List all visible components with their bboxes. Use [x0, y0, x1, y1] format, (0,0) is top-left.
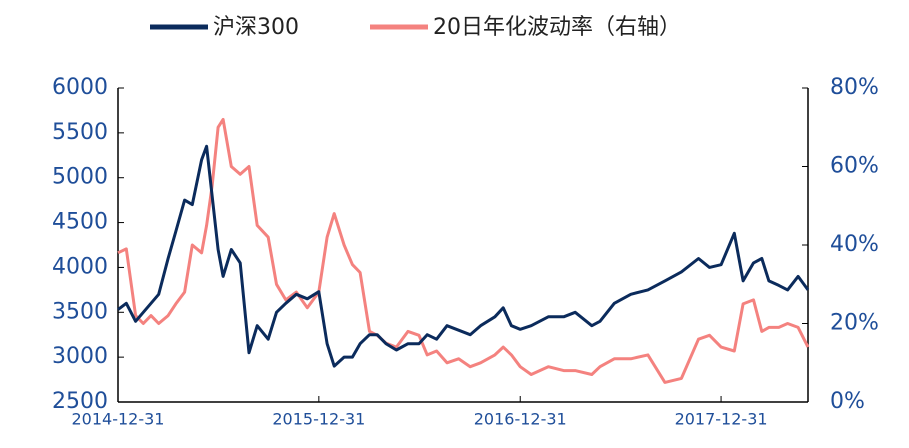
x-tick-label: 2015-12-31	[272, 410, 365, 429]
y-tick-label: 3000	[52, 344, 108, 369]
x-tick-label: 2016-12-31	[474, 410, 567, 429]
y-tick-label: 6000	[52, 75, 108, 100]
y-tick-label: 3500	[52, 299, 108, 324]
y-tick-label: 5000	[52, 165, 108, 190]
y-tick-label: 5500	[52, 120, 108, 145]
legend-label: 沪深300	[213, 15, 299, 40]
series-line	[117, 144, 810, 368]
y-tick-label: 2500	[52, 389, 108, 414]
y2-tick-label: 80%	[830, 75, 879, 100]
series-line	[117, 117, 810, 384]
y-tick-label: 4000	[52, 254, 108, 279]
y2-tick-label: 60%	[830, 154, 879, 179]
legend-label: 20日年化波动率（右轴）	[433, 15, 681, 40]
x-tick-label: 2017-12-31	[675, 410, 768, 429]
axes	[117, 88, 809, 403]
y2-tick-label: 40%	[830, 232, 879, 257]
x-tick-label: 2014-12-31	[72, 410, 165, 429]
y-tick-label: 4500	[52, 210, 108, 235]
y2-tick-label: 20%	[830, 311, 879, 336]
y2-tick-label: 0%	[830, 389, 865, 414]
